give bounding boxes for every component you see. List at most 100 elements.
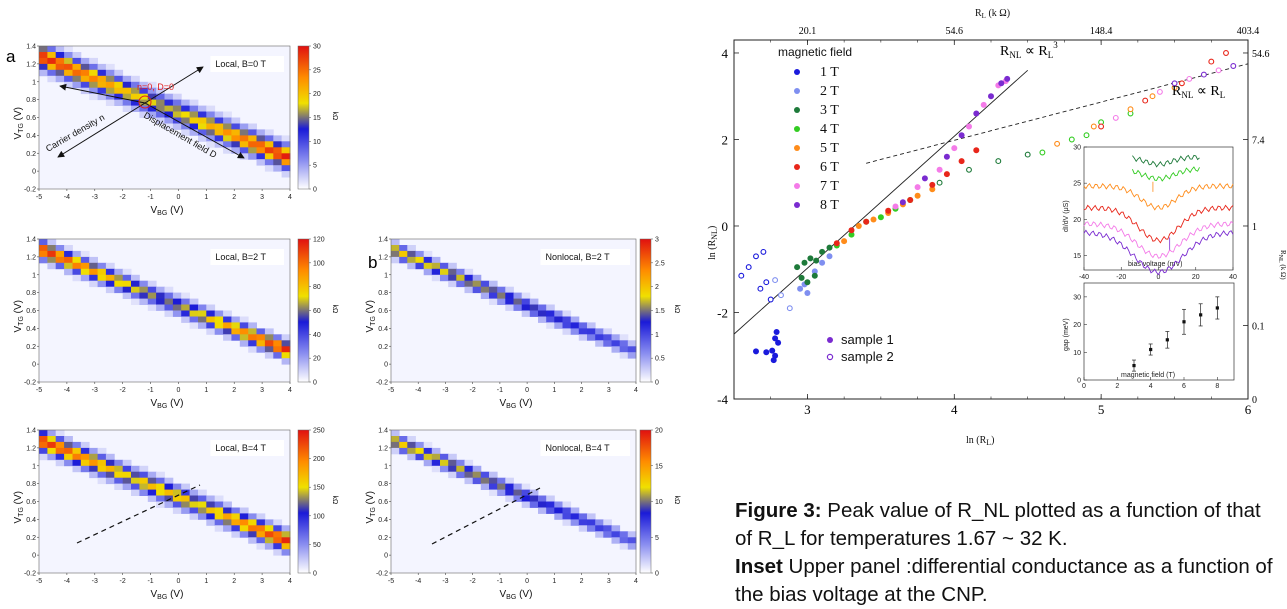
point-sample1	[921, 175, 928, 182]
heatmap-cell	[181, 298, 190, 305]
field-legend: magnetic field 1 T 2 T 3 T 4 T 5 T 6 T 7 T 8 T	[778, 45, 852, 213]
y-tick-label: 0.6	[26, 115, 36, 122]
x-tick-label: 4	[288, 578, 292, 585]
legend-label: 5 T	[820, 141, 839, 156]
heatmap-cell	[89, 75, 98, 83]
point-sample1	[998, 80, 1005, 87]
heatmap-cell	[114, 99, 124, 106]
heatmap-cell	[281, 135, 291, 142]
x-tick-label: 3	[607, 387, 611, 394]
heatmap-cell	[440, 453, 449, 461]
heatmap-cell	[431, 465, 441, 473]
heatmap-cell	[122, 286, 132, 294]
heatmap-cell	[256, 537, 266, 544]
heatmap-cell	[47, 453, 57, 461]
heatmap-cell	[198, 495, 207, 502]
heatmap-cell	[97, 274, 107, 282]
heatmap-cell	[105, 87, 115, 95]
heatmap-cell	[206, 123, 216, 130]
heatmap-cell	[214, 507, 224, 514]
heatmap-cell	[273, 543, 283, 550]
inset1-x-tick-label: 20	[1192, 274, 1200, 281]
heatmap-cell	[273, 531, 283, 538]
heatmap-cell	[489, 286, 498, 294]
heatmap-cell	[105, 99, 115, 106]
heatmap-cell	[164, 483, 174, 490]
inset2-x-tick-label: 0	[1082, 383, 1086, 390]
inset1-series-line	[1083, 220, 1234, 259]
heatmap-cell	[181, 292, 190, 299]
heatmap-cell	[114, 280, 124, 288]
point-sample1	[973, 147, 980, 154]
heatmap-cell	[39, 239, 48, 246]
heatmap-cell	[264, 129, 274, 136]
heatmap-cell	[214, 328, 224, 335]
point-sample1	[951, 145, 958, 152]
heatmap-cell	[122, 75, 132, 83]
heatmap-title-bg	[210, 56, 284, 72]
heatmap-cell	[256, 147, 266, 154]
y-tick-label: 0.6	[26, 499, 36, 506]
heatmap-ylabel: VTG (V)	[13, 107, 25, 140]
heatmap-cell	[562, 519, 572, 526]
point-sample1	[826, 244, 833, 251]
heatmap-cell	[431, 447, 441, 455]
heatmap-cell	[198, 304, 207, 311]
heatmap-cell	[239, 519, 249, 526]
heatmap-cell	[248, 153, 257, 160]
heatmap-cell	[570, 507, 580, 514]
heatmap-cell	[181, 316, 190, 323]
point-sample2	[738, 272, 745, 279]
dashed-guide-a3	[76, 484, 201, 544]
heatmap-cell	[223, 513, 232, 520]
heatmap-cell	[80, 75, 90, 83]
point-sample1	[775, 339, 782, 346]
heatmap-cell	[391, 245, 400, 252]
colorbar-tick-label: 0	[313, 380, 317, 387]
heatmap-cell	[578, 334, 588, 341]
heatmap-cell	[231, 129, 241, 136]
heatmap-cell	[206, 328, 216, 335]
heatmap-cell	[529, 304, 539, 311]
heatmap-cell	[80, 459, 90, 467]
heatmap-cell	[256, 334, 266, 341]
heatmap-cell	[595, 328, 604, 335]
heatmap-cell	[80, 268, 90, 276]
inset2-x-tick-label: 4	[1149, 383, 1153, 390]
point-sample2	[1039, 149, 1046, 156]
heatmap-cell	[440, 262, 449, 270]
heatmap-cell	[55, 245, 65, 252]
heatmap-cell	[206, 519, 216, 526]
heatmap-cell	[456, 280, 465, 288]
point-sample1	[1004, 75, 1011, 82]
heatmap-cell	[55, 262, 65, 270]
inset1-series-line	[1083, 229, 1234, 276]
heatmap-cell	[239, 135, 249, 142]
heatmap-cell	[97, 453, 107, 461]
heatmap-a1: -5 -4 -3 -2 -1 0 1 2 3 4 1.4 1.2 1 0.8 0.6 0.4 0.2 0 -0.2 V…	[13, 44, 338, 218]
heatmap-cell	[172, 495, 182, 502]
heatmap-cell	[97, 93, 107, 101]
x-tick-label: 3	[607, 578, 611, 585]
heatmap-cell	[181, 501, 190, 508]
x-tick-label: 0	[176, 387, 180, 394]
y-tick-label: 0.6	[26, 308, 36, 315]
heatmap-cell	[562, 316, 572, 323]
heatmap-cell	[47, 245, 57, 252]
heatmap-cell	[122, 465, 132, 473]
heatmap-cell	[448, 268, 457, 276]
panel-label-a: a	[6, 47, 16, 66]
heatmap-cell	[587, 513, 596, 520]
point-sample1	[798, 274, 805, 281]
heatmap-cell	[147, 304, 157, 311]
heatmap-cell	[619, 340, 629, 347]
point-sample1	[772, 335, 779, 342]
heatmap-cell	[147, 483, 157, 490]
heatmap-cell	[89, 274, 98, 282]
heatmap-cell	[139, 483, 149, 490]
heatmap-cell	[440, 274, 449, 282]
x-tick-label: -1	[147, 578, 153, 585]
heatmap-cell	[611, 340, 621, 347]
heatmap-cell	[281, 159, 291, 166]
heatmap-cell	[562, 507, 572, 514]
